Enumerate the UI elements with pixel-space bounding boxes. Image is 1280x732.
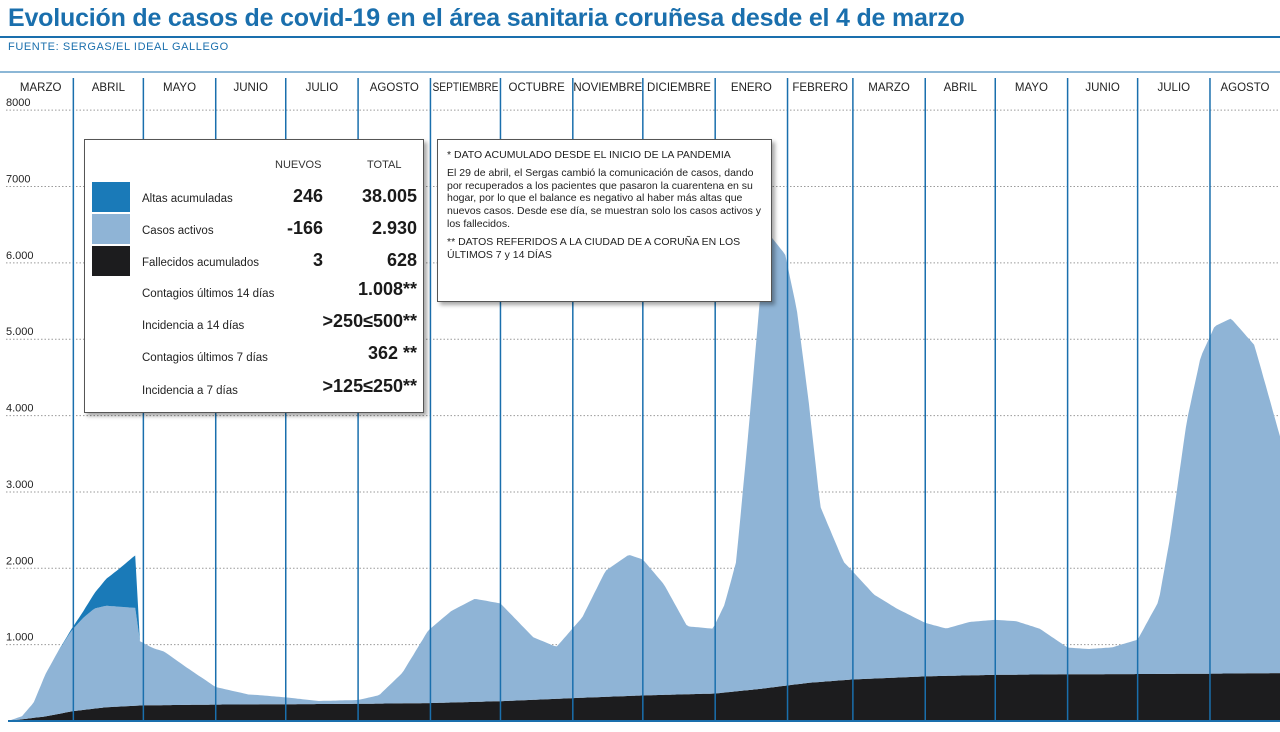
month-label: ENERO — [731, 82, 772, 94]
note-line-1: * DATO ACUMULADO DESDE EL INICIO DE LA P… — [447, 149, 731, 161]
legend-stat-label: Incidencia a 7 días — [142, 385, 238, 397]
y-tick-label: 5.000 — [6, 326, 34, 338]
y-axis: 1.000 2.000 3.000 4.000 5.000 6.000 7000 8000 — [6, 97, 34, 643]
month-label: JULIO — [1158, 82, 1191, 94]
y-tick-label: 1.000 — [6, 632, 34, 644]
legend-stat-label: Incidencia a 14 días — [142, 320, 245, 332]
legend-stat-value: >125≤250** — [322, 376, 417, 396]
month-axis: MARZO ABRIL MAYO JUNIO JULIO AGOSTO SEPTIEMBRE… — [20, 82, 1270, 94]
month-label: JULIO — [306, 82, 339, 94]
y-tick-label: 6.000 — [6, 250, 34, 262]
month-label: MAYO — [163, 82, 196, 94]
month-label: JUNIO — [233, 82, 268, 94]
legend-header-total: TOTAL — [367, 159, 402, 171]
legend-stat-value: >250≤500** — [322, 311, 417, 331]
month-label: MARZO — [868, 82, 910, 94]
y-tick-label: 3.000 — [6, 479, 34, 491]
legend-stat-row: Contagios últimos 14 días 1.008** — [85, 278, 423, 310]
legend-stat-label: Contagios últimos 7 días — [142, 352, 268, 364]
month-label: SEPTIEMBRE — [432, 82, 498, 94]
y-tick-label: 8000 — [6, 97, 30, 109]
legend-total-value: 628 — [386, 250, 417, 270]
legend-nuevos-value: 246 — [292, 186, 323, 206]
month-label: NOVIEMBRE — [573, 82, 642, 94]
month-label: OCTUBRE — [509, 82, 566, 94]
legend-label: Fallecidos acumulados — [142, 257, 259, 269]
y-tick-label: 2.000 — [6, 555, 34, 567]
legend-row-activos: Casos activos -166 2.930 — [85, 212, 423, 244]
area-series-fallecidos-acumulados — [8, 673, 1280, 721]
month-label: ABRIL — [92, 82, 126, 94]
legend-row-fallecidos: Fallecidos acumulados 3 628 — [85, 244, 423, 276]
legend-row-altas: Altas acumuladas 246 38.005 — [85, 180, 423, 212]
legend-stat-value: 1.008** — [357, 279, 417, 299]
legend-label: Casos activos — [142, 225, 214, 237]
legend-swatch-altas — [92, 182, 130, 212]
legend-total-value: 38.005 — [361, 186, 417, 206]
y-tick-label: 7000 — [6, 174, 30, 186]
title-divider — [0, 36, 1280, 38]
legend-total-value: 2.930 — [371, 218, 417, 238]
month-label: FEBRERO — [792, 82, 848, 94]
month-label: MAYO — [1015, 82, 1048, 94]
legend-box: NUEVOS TOTAL Altas acumuladas 246 38.005… — [84, 139, 424, 413]
y-tick-label: 4.000 — [6, 403, 34, 415]
legend-stat-row: Incidencia a 14 días >250≤500** — [85, 310, 423, 342]
page-title: Evolución de casos de covid-19 en el áre… — [8, 4, 965, 32]
month-label: DICIEMBRE — [647, 82, 711, 94]
legend-stat-value: 362 ** — [367, 343, 417, 363]
legend-label: Altas acumuladas — [142, 193, 233, 205]
note-line-2: ** DATOS REFERIDOS A LA CIUDAD DE A CORU… — [447, 235, 741, 261]
chart-areas — [8, 237, 1280, 721]
area-series-casos-activos — [8, 237, 1280, 721]
legend-nuevos-value: 3 — [312, 250, 323, 270]
legend-stat-row: Incidencia a 7 días >125≤250** — [85, 375, 423, 407]
month-label: AGOSTO — [370, 82, 419, 94]
note-box: * DATO ACUMULADO DESDE EL INICIO DE LA P… — [437, 139, 772, 302]
legend-nuevos-value: -166 — [286, 218, 323, 238]
legend-stat-label: Contagios últimos 14 días — [142, 288, 275, 300]
note-paragraph: El 29 de abril, el Sergas cambió la comu… — [447, 166, 761, 230]
legend-header-nuevos: NUEVOS — [275, 159, 322, 171]
month-label: MARZO — [20, 82, 62, 94]
legend-swatch-activos — [92, 214, 130, 244]
month-label: AGOSTO — [1220, 82, 1269, 94]
legend-stat-row: Contagios últimos 7 días 362 ** — [85, 342, 423, 374]
source-label: FUENTE: SERGAS/EL IDEAL GALLEGO — [8, 41, 229, 53]
month-label: JUNIO — [1085, 82, 1120, 94]
month-label: ABRIL — [944, 82, 978, 94]
legend-swatch-fallecidos — [92, 246, 130, 276]
